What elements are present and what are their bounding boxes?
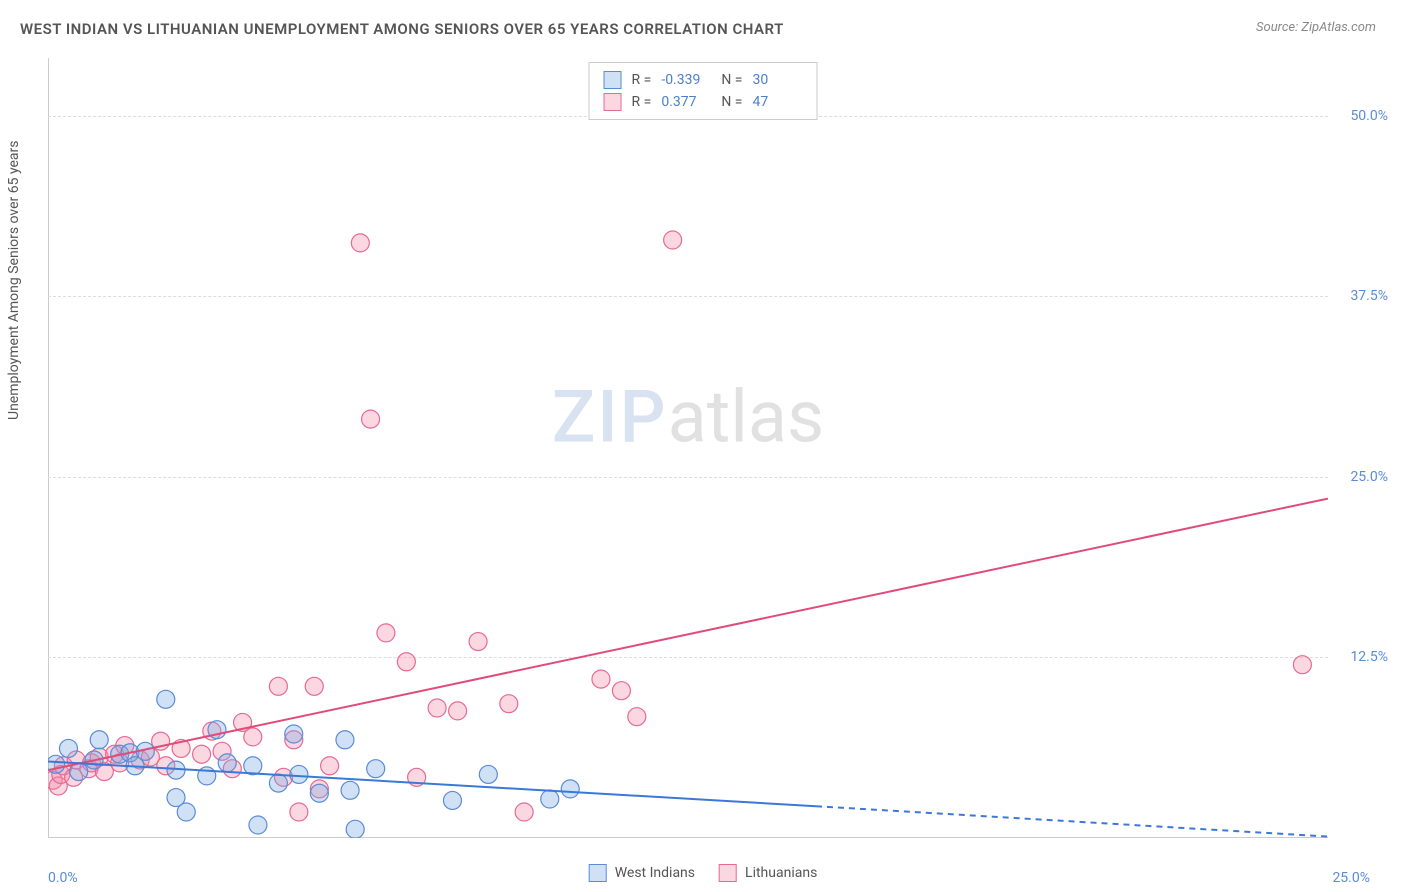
legend-label: Lithuanians xyxy=(745,865,817,881)
lithuanians-point xyxy=(1293,656,1311,674)
legend-row: R = -0.339 N = 30 xyxy=(604,69,803,91)
legend-item: West Indians xyxy=(589,864,695,882)
lithuanians-point xyxy=(592,670,610,688)
west_indians-point xyxy=(218,754,236,772)
west_indians-point xyxy=(336,731,354,749)
lithuanians-point xyxy=(428,699,446,717)
legend-item: Lithuanians xyxy=(719,864,817,882)
west_indians-point xyxy=(443,791,461,809)
lithuanians-point xyxy=(500,695,518,713)
chart-source: Source: ZipAtlas.com xyxy=(1256,20,1376,35)
lithuanians-point xyxy=(515,803,533,821)
west_indians-point xyxy=(290,765,308,783)
west_indians-point xyxy=(48,755,65,773)
legend-n-label: N = xyxy=(721,72,742,88)
lithuanians-point xyxy=(449,702,467,720)
legend-r-label: R = xyxy=(632,94,652,110)
lithuanians-point xyxy=(612,682,630,700)
west_indians-point xyxy=(90,731,108,749)
lithuanians-point xyxy=(290,803,308,821)
west_indians-point xyxy=(346,820,364,838)
chart-title: WEST INDIAN VS LITHUANIAN UNEMPLOYMENT A… xyxy=(20,20,784,38)
west_indians-point xyxy=(177,803,195,821)
lithuanians-point xyxy=(305,677,323,695)
lithuanians-point xyxy=(628,708,646,726)
legend-n-label: N = xyxy=(721,94,742,110)
legend-swatch xyxy=(589,864,607,882)
x-tick-min: 0.0% xyxy=(48,870,78,886)
west_indians-point xyxy=(249,816,267,834)
lithuanians-point xyxy=(269,677,287,695)
lithuanians-point xyxy=(193,745,211,763)
lithuanians-point xyxy=(377,624,395,642)
west_indians-point xyxy=(341,781,359,799)
scatter-plot xyxy=(48,58,1328,838)
y-tick-label: 25.0% xyxy=(1350,469,1388,485)
y-tick-label: 37.5% xyxy=(1350,288,1388,304)
west_indians-trendline xyxy=(48,761,816,806)
lithuanians-point xyxy=(397,653,415,671)
west_indians-point xyxy=(157,690,175,708)
correlation-legend: R = -0.339 N = 30 R = 0.377 N = 47 xyxy=(589,62,818,120)
west_indians-point xyxy=(561,780,579,798)
lithuanians-point xyxy=(351,234,369,252)
legend-r-label: R = xyxy=(632,72,652,88)
legend-label: West Indians xyxy=(615,865,695,881)
y-tick-label: 12.5% xyxy=(1350,649,1388,665)
west_indians-trendline-extrapolated xyxy=(816,806,1328,836)
west_indians-point xyxy=(285,725,303,743)
legend-swatch xyxy=(604,71,622,89)
lithuanians-point xyxy=(244,728,262,746)
lithuanians-point xyxy=(664,231,682,249)
west_indians-point xyxy=(269,774,287,792)
lithuanians-point xyxy=(469,633,487,651)
lithuanians-point xyxy=(321,757,339,775)
legend-n-value: 47 xyxy=(752,94,802,110)
west_indians-point xyxy=(310,784,328,802)
legend-n-value: 30 xyxy=(752,72,802,88)
y-axis-label: Unemployment Among Seniors over 65 years xyxy=(6,141,22,421)
legend-row: R = 0.377 N = 47 xyxy=(604,91,803,113)
legend-r-value: 0.377 xyxy=(661,94,711,110)
y-tick-label: 50.0% xyxy=(1350,108,1388,124)
series-legend: West Indians Lithuanians xyxy=(589,864,818,882)
west_indians-point xyxy=(367,760,385,778)
chart-area: ZIPatlas xyxy=(48,58,1328,838)
west_indians-point xyxy=(59,739,77,757)
lithuanians-point xyxy=(362,410,380,428)
west_indians-point xyxy=(479,765,497,783)
legend-swatch xyxy=(604,93,622,111)
legend-swatch xyxy=(719,864,737,882)
west_indians-point xyxy=(541,790,559,808)
legend-r-value: -0.339 xyxy=(661,72,711,88)
x-tick-max: 25.0% xyxy=(1332,870,1370,886)
lithuanians-trendline xyxy=(48,499,1328,771)
